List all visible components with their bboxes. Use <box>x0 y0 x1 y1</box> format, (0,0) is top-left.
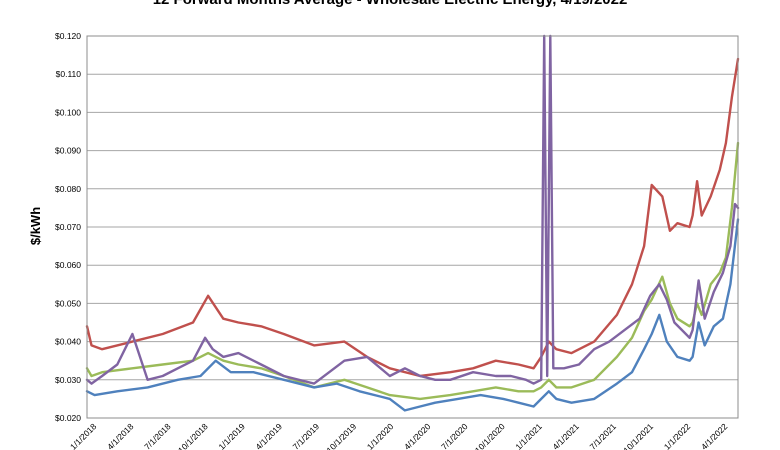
series-line-4 <box>85 218 740 412</box>
x-tick-label: 1/1/2018 <box>68 421 99 450</box>
y-tick-label: $0.030 <box>55 375 81 385</box>
x-tick-label: 4/1/2018 <box>105 421 136 450</box>
series-line-1 <box>85 57 740 378</box>
y-tick-label: $0.070 <box>55 222 81 232</box>
x-tick-label: 4/1/2020 <box>402 421 433 450</box>
plot-area-frame <box>86 35 739 419</box>
y-tick-label: $0.060 <box>55 260 81 270</box>
y-tick-label: $0.090 <box>55 146 81 156</box>
y-axis-label: $/kWh <box>28 207 43 245</box>
x-tick-label: 1/1/2021 <box>513 421 544 450</box>
series-line-3 <box>85 34 740 385</box>
x-tick-label: 7/1/2019 <box>291 421 322 450</box>
x-tick-label: 1/1/2019 <box>216 421 247 450</box>
y-tick-label: $0.080 <box>55 184 81 194</box>
y-axis-ticks: $0.020 $0.030 $0.040 $0.050 $0.060 $0.070 $0.0… <box>55 31 81 423</box>
x-axis-ticks: 1/1/2018 4/1/2018 7/1/2018 10/1/2018 1/1/201… <box>68 421 730 450</box>
x-tick-label: 4/1/2019 <box>254 421 285 450</box>
y-tick-label: $0.050 <box>55 298 81 308</box>
x-tick-label: 4/1/2021 <box>550 421 581 450</box>
y-tick-label: $0.100 <box>55 107 81 117</box>
x-tick-label: 4/1/2022 <box>699 421 730 450</box>
x-tick-label: 7/1/2018 <box>142 421 173 450</box>
x-tick-label: 1/1/2020 <box>365 421 396 450</box>
series-line-2 <box>85 141 740 401</box>
y-tick-label: $0.040 <box>55 337 81 347</box>
series-lines <box>85 34 740 412</box>
x-tick-label: 1/1/2022 <box>662 421 693 450</box>
y-tick-label: $0.020 <box>55 413 81 423</box>
x-tick-label: 10/1/2020 <box>473 421 507 450</box>
x-tick-label: 7/1/2021 <box>588 421 619 450</box>
x-tick-label: 10/1/2019 <box>324 421 358 450</box>
y-tick-label: $0.110 <box>56 69 82 79</box>
x-tick-label: 10/1/2021 <box>621 421 655 450</box>
x-tick-label: 7/1/2020 <box>439 421 470 450</box>
x-tick-label: 10/1/2018 <box>176 421 210 450</box>
chart-title: 12 Forward Months Average - Wholesale El… <box>153 0 628 8</box>
y-tick-label: $0.120 <box>55 31 81 41</box>
